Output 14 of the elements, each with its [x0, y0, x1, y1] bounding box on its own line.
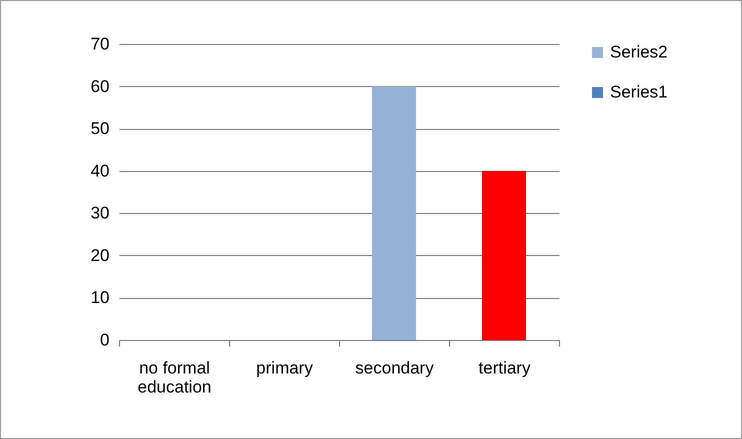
y-tick-label: 40 — [90, 161, 110, 180]
y-tick-label: 30 — [90, 204, 110, 223]
y-tick-label: 10 — [90, 288, 110, 308]
y-tick-label: 0 — [100, 330, 110, 350]
legend-label: Series1 — [610, 82, 668, 102]
legend-label: Series2 — [610, 42, 668, 62]
y-tick-label: 50 — [90, 119, 110, 138]
x-tick-label: primary — [256, 358, 314, 378]
y-tick-label: 60 — [90, 76, 110, 96]
x-tick-label: tertiary — [478, 358, 531, 378]
x-tick-label: secondary — [355, 358, 434, 378]
y-tick-label: 20 — [90, 246, 110, 265]
x-tick-label: no formal education — [138, 358, 212, 396]
y-tick-label: 70 — [90, 34, 110, 54]
